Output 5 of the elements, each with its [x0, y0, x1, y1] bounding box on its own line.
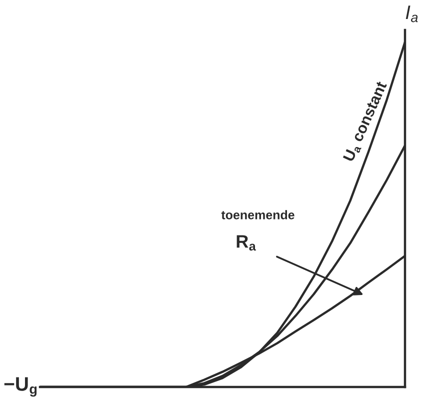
x-axis-title: −U$_{g}$ — [4, 377, 37, 397]
annotation: U$_{a}$ constant — [342, 80, 390, 163]
y-axis-title: I$_{a}$ — [406, 6, 418, 22]
annotation: toenemende — [221, 210, 294, 220]
annotation: R$_{a}$ — [236, 235, 256, 251]
